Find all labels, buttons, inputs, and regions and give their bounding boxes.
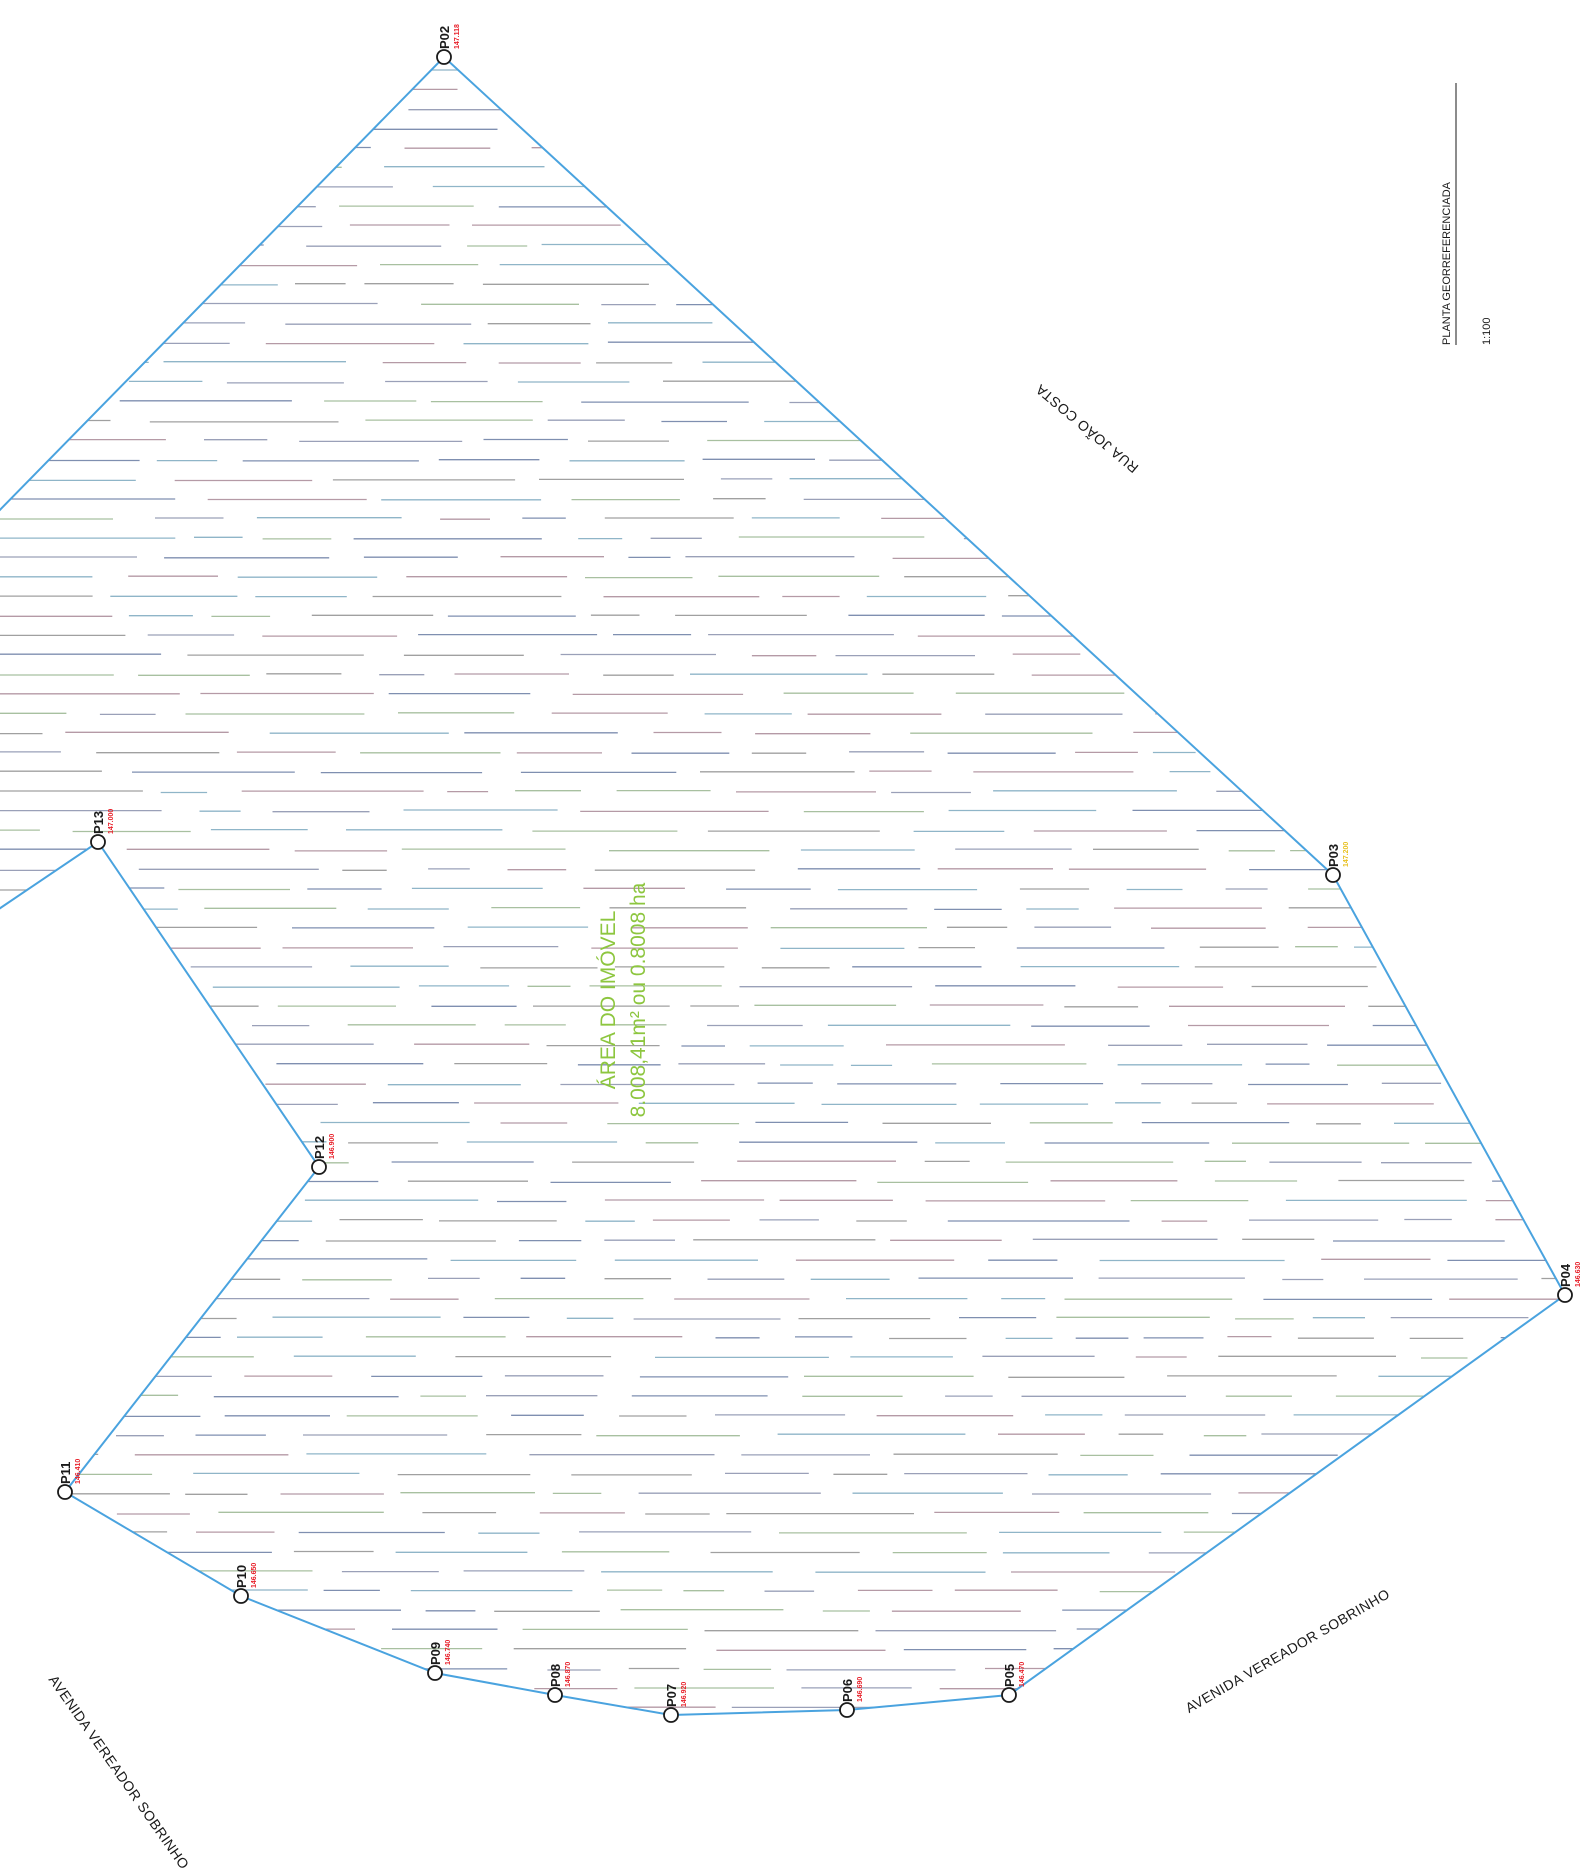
vertex-p07[interactable]: P07 146.920 bbox=[663, 1682, 688, 1723]
vertex-p11[interactable]: P11 146.410 bbox=[57, 1459, 82, 1500]
plan-scale: 1:100 bbox=[1481, 317, 1493, 345]
street-label-avenida-right: AVENIDA VEREADOR SOBRINHO bbox=[1183, 1585, 1393, 1715]
vertex-id-label: P08 bbox=[548, 1664, 563, 1687]
vertex-marker-icon bbox=[547, 1687, 563, 1703]
vertex-marker-icon bbox=[233, 1588, 249, 1604]
street-label-avenida-left: AVENIDA VEREADOR SOBRINHO bbox=[46, 1672, 193, 1870]
vertex-p04[interactable]: P04 146.630 bbox=[1557, 1262, 1582, 1303]
vertex-id-label: P04 bbox=[1558, 1263, 1573, 1287]
vertex-p03[interactable]: P03 147.200 bbox=[1325, 842, 1350, 883]
vertex-elevation-label: 146.920 bbox=[681, 1682, 688, 1707]
vertex-marker-icon bbox=[1001, 1687, 1017, 1703]
vertex-marker-icon bbox=[311, 1159, 327, 1175]
vertex-p05[interactable]: P05 146.470 bbox=[1001, 1662, 1026, 1703]
vertex-p08[interactable]: P08 146.870 bbox=[547, 1662, 572, 1703]
street-label-rua-joao-costa: RUA JOÃO COSTA bbox=[1032, 381, 1141, 476]
parcel-boundary bbox=[0, 55, 1567, 1717]
vertex-id-label: P13 bbox=[91, 811, 106, 834]
vertex-id-label: P07 bbox=[664, 1684, 679, 1707]
vertex-id-label: P03 bbox=[1326, 844, 1341, 867]
vertex-elevation-label: 147.000 bbox=[108, 809, 115, 834]
title-block: PLANTA GEORREFERENCIADA 1:100 bbox=[1441, 83, 1493, 345]
vertex-marker-icon bbox=[839, 1702, 855, 1718]
vertex-id-label: P02 bbox=[437, 26, 452, 49]
vertex-marker-icon bbox=[1325, 867, 1341, 883]
vertex-p10[interactable]: P10 146.650 bbox=[233, 1563, 258, 1604]
vertex-elevation-label: 146.630 bbox=[1575, 1262, 1582, 1287]
vertex-marker-icon bbox=[436, 49, 452, 65]
vertex-id-label: P10 bbox=[234, 1565, 249, 1588]
vertex-id-label: P09 bbox=[428, 1642, 443, 1665]
vertex-marker-icon bbox=[1557, 1287, 1573, 1303]
area-label: ÁREA DO IMÓVEL 8.008,41m² ou 0.8008 ha bbox=[597, 882, 650, 1117]
area-heading: ÁREA DO IMÓVEL bbox=[597, 911, 620, 1090]
vertex-elevation-label: 146.410 bbox=[75, 1459, 82, 1484]
vertex-id-label: P05 bbox=[1002, 1664, 1017, 1687]
vertex-elevation-label: 146.900 bbox=[329, 1134, 336, 1159]
vertex-marker-icon bbox=[57, 1484, 73, 1500]
vertex-elevation-label: 147.200 bbox=[1343, 842, 1350, 867]
vertex-p09[interactable]: P09 146.740 bbox=[427, 1640, 452, 1681]
vertex-elevation-label: 146.690 bbox=[857, 1677, 864, 1702]
vertex-p06[interactable]: P06 146.690 bbox=[839, 1677, 864, 1718]
vertex-id-label: P12 bbox=[312, 1136, 327, 1159]
vertex-marker-icon bbox=[663, 1707, 679, 1723]
vertex-marker-icon bbox=[90, 834, 106, 850]
vertex-markers: P02 147.118 P03 147.200 P04 146.630 P05 146.470… bbox=[57, 24, 1582, 1723]
parcel-hatch-fill bbox=[0, 68, 1565, 1710]
vertex-id-label: P11 bbox=[58, 1462, 73, 1484]
vertex-p13[interactable]: P13 147.000 bbox=[90, 809, 115, 850]
vertex-elevation-label: 146.650 bbox=[251, 1563, 258, 1588]
vertex-marker-icon bbox=[427, 1665, 443, 1681]
vertex-elevation-label: 146.870 bbox=[565, 1662, 572, 1687]
vertex-id-label: P06 bbox=[840, 1679, 855, 1702]
vertex-p02[interactable]: P02 147.118 bbox=[436, 24, 461, 65]
plan-title: PLANTA GEORREFERENCIADA bbox=[1441, 181, 1453, 345]
vertex-elevation-label: 146.740 bbox=[445, 1640, 452, 1665]
vertex-elevation-label: 147.118 bbox=[454, 24, 461, 49]
vertex-p12[interactable]: P12 146.900 bbox=[311, 1134, 336, 1175]
vertex-elevation-label: 146.470 bbox=[1019, 1662, 1026, 1687]
area-value: 8.008,41m² ou 0.8008 ha bbox=[627, 882, 650, 1117]
